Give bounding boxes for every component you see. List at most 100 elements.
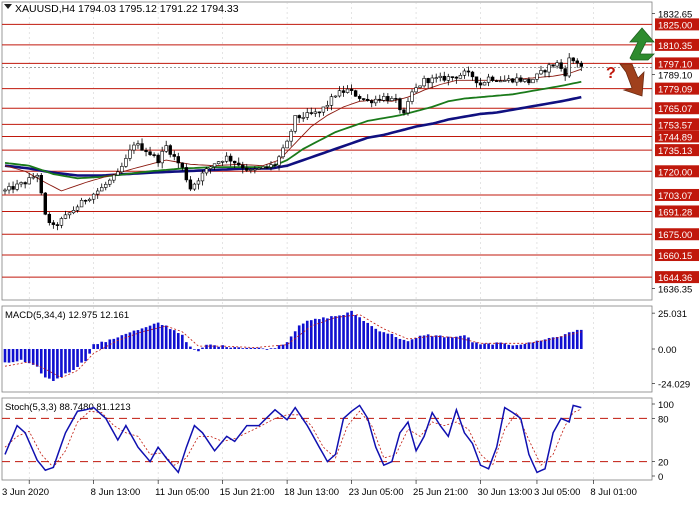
macd-histogram-bar <box>434 335 438 349</box>
candle-body <box>51 222 56 225</box>
candle-body <box>160 150 164 164</box>
candle-body <box>515 77 519 83</box>
candle-body <box>128 149 132 159</box>
macd-histogram-bar <box>245 347 249 349</box>
candle-body <box>35 175 39 178</box>
candle-body <box>309 112 313 114</box>
macd-histogram-bar <box>402 339 406 349</box>
macd-histogram-bar <box>152 323 156 349</box>
macd-histogram-bar <box>551 337 555 349</box>
macd-histogram-bar <box>539 340 543 349</box>
macd-histogram-bar <box>253 347 257 349</box>
green-up-arrow-icon <box>629 27 655 61</box>
level-label: 1644.36 <box>658 273 692 284</box>
price-tick-label: 1636.35 <box>658 284 692 295</box>
dropdown-triangle-icon[interactable] <box>4 4 12 9</box>
macd-histogram-bar <box>7 349 11 363</box>
candle-body <box>333 95 338 98</box>
macd-histogram-bar <box>362 321 365 349</box>
macd-histogram-bar <box>459 335 462 349</box>
macd-histogram-bar <box>3 349 7 363</box>
candle-body <box>575 60 579 64</box>
stoch-title: Stoch(5,3,3) 88.7480 81.1213 <box>5 402 131 413</box>
macd-histogram-bar <box>567 332 571 349</box>
macd-histogram-bar <box>23 349 27 363</box>
macd-histogram-bar <box>225 347 228 349</box>
candle-body <box>507 78 511 81</box>
macd-histogram-bar <box>547 337 551 349</box>
candle-body <box>402 109 406 114</box>
candle-body <box>261 166 265 169</box>
candle-body <box>531 79 535 84</box>
macd-histogram-bar <box>72 349 75 370</box>
candle-body <box>434 77 438 79</box>
candle-body <box>116 171 120 176</box>
candle-body <box>31 176 35 179</box>
candle-body <box>466 70 471 73</box>
level-label-box <box>655 130 699 143</box>
candle-body <box>430 77 434 84</box>
macd-histogram-bar <box>160 325 164 349</box>
candle-body <box>273 164 277 166</box>
macd-histogram-bar <box>156 322 160 349</box>
macd-histogram-bar <box>27 349 31 364</box>
candle-body <box>494 80 499 82</box>
candle-body <box>527 78 531 84</box>
macd-histogram-bar <box>374 328 378 349</box>
candle-body <box>120 166 124 173</box>
macd-histogram-bar <box>76 349 79 367</box>
macd-histogram-bar <box>293 331 297 349</box>
macd-histogram-bar <box>346 312 349 349</box>
candle-body <box>216 161 221 165</box>
level-label-box <box>655 38 699 51</box>
macd-histogram-bar <box>483 343 486 349</box>
candle-body <box>498 80 503 83</box>
macd-histogram-bar <box>88 349 91 354</box>
level-label-box <box>655 18 699 31</box>
stoch-signal-line <box>4 408 582 469</box>
macd-histogram-bar <box>185 342 188 349</box>
macd-histogram-bar <box>273 348 277 349</box>
macd-histogram-bar <box>382 332 386 349</box>
macd-histogram-bar <box>257 347 261 349</box>
macd-histogram-bar <box>394 337 398 349</box>
candle-body <box>414 87 418 93</box>
time-tick-label: 8 Jul 01:00 <box>590 487 636 498</box>
macd-histogram-bar <box>60 349 63 378</box>
candle-body <box>474 76 479 84</box>
macd-histogram-bar <box>44 349 47 378</box>
macd-histogram-bar <box>366 322 369 349</box>
brown-down-arrow-icon <box>619 63 645 97</box>
time-tick-label: 3 Jun 2020 <box>2 487 49 498</box>
candle-body <box>220 160 225 163</box>
candle-body <box>112 174 116 181</box>
macd-histogram-bar <box>527 342 531 349</box>
macd-histogram-bar <box>326 318 329 349</box>
time-tick-label: 25 Jun 21:00 <box>413 487 468 498</box>
moving-average-fast <box>4 68 582 192</box>
candle-body <box>253 168 257 171</box>
candle-body <box>361 98 366 100</box>
macd-histogram-bar <box>164 325 168 349</box>
candle-body <box>559 62 563 69</box>
macd-histogram-bar <box>108 339 112 349</box>
candle-body <box>269 164 273 168</box>
candle-body <box>563 68 567 77</box>
macd-histogram-bar <box>297 325 301 349</box>
candle-body <box>337 90 342 97</box>
level-label-box <box>655 144 699 157</box>
candle-body <box>305 112 309 118</box>
macd-histogram-bar <box>406 341 410 349</box>
macd-histogram-bar <box>430 336 434 349</box>
macd-histogram-bar <box>104 342 108 349</box>
macd-histogram-bar <box>579 329 583 349</box>
macd-histogram-bar <box>265 349 269 350</box>
candle-body <box>386 96 390 101</box>
price-tick-label: 1789.10 <box>658 71 692 82</box>
candle-body <box>71 210 76 214</box>
time-tick-label: 23 Jun 05:00 <box>349 487 404 498</box>
level-label-box <box>655 118 699 131</box>
macd-histogram-bar <box>334 316 337 349</box>
macd-histogram-bar <box>563 334 567 349</box>
